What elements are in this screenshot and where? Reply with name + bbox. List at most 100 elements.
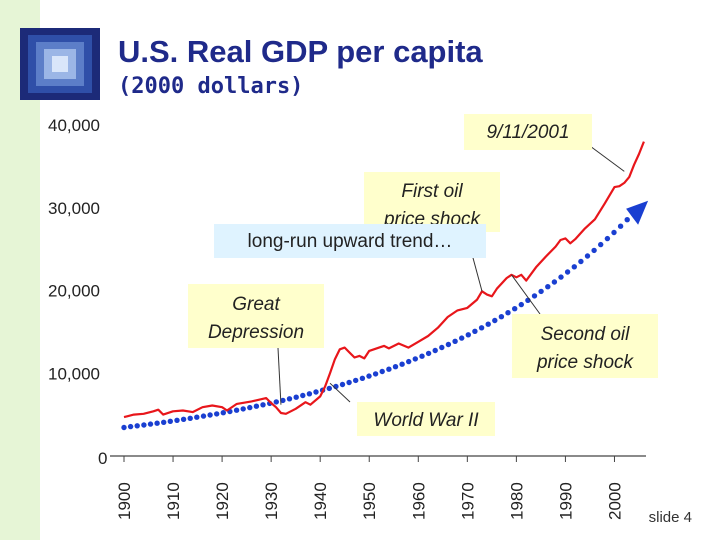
trend-point: [399, 361, 405, 367]
trend-point: [339, 381, 346, 388]
trend-point: [220, 410, 226, 416]
trend-point: [439, 344, 445, 351]
world-war-ii-leader-line: [329, 382, 351, 403]
trend-point: [346, 379, 352, 386]
second-oil-label: Second oil: [541, 324, 631, 345]
great-depression-label: Depression: [208, 322, 304, 343]
trend-point: [412, 356, 418, 362]
trend-point: [492, 317, 498, 324]
x-tick-label: 1950: [360, 482, 379, 520]
world-war-ii-label: World War II: [373, 410, 479, 431]
trend-point: [531, 293, 538, 299]
trend-point: [187, 415, 193, 421]
trend-point: [505, 310, 511, 316]
trend-point: [452, 338, 458, 344]
trend-point: [578, 258, 584, 265]
x-tick-label: 1930: [262, 482, 281, 520]
y-tick-label: 30,000: [48, 199, 100, 218]
trend-point: [564, 269, 571, 275]
trend-point: [472, 328, 478, 334]
trend-point: [617, 223, 624, 229]
trend-point: [353, 377, 359, 384]
trend-point: [498, 314, 505, 320]
great-depression-label: Great: [232, 294, 280, 315]
trend-point: [604, 235, 611, 242]
trend-point: [518, 301, 524, 308]
trend-point: [121, 424, 127, 431]
trend-point: [286, 396, 293, 402]
trend-point: [465, 332, 471, 338]
trend-point: [386, 366, 392, 372]
trend-point: [485, 321, 491, 327]
world-war-ii-callout: World War II: [329, 382, 495, 436]
trend-point: [207, 412, 213, 418]
stacked-squares-logo-icon: [20, 28, 100, 100]
trend-point: [247, 404, 253, 411]
x-tick-label: 1900: [115, 482, 134, 520]
great-depression-leader-line: [277, 347, 282, 405]
trend-point: [161, 419, 167, 425]
page-subtitle: (2000 dollars): [118, 74, 304, 99]
trend-point: [478, 325, 485, 331]
nine-eleven-callout: 9/11/2001: [464, 114, 625, 172]
x-tick-label: 2000: [605, 482, 624, 520]
x-tick-label: 1960: [409, 482, 428, 520]
trend-point: [167, 418, 173, 424]
trend-point: [233, 407, 240, 413]
trend-point: [273, 399, 279, 405]
y-tick-label: 40,000: [48, 116, 100, 135]
gdp-actual-series: [123, 141, 645, 419]
y-tick-label: 20,000: [48, 282, 100, 301]
trend-point: [571, 264, 577, 270]
second-oil-box: [512, 314, 658, 378]
trend-point: [134, 423, 140, 429]
trend-point: [598, 241, 604, 248]
trend-point: [459, 335, 465, 341]
trend-point: [591, 247, 597, 254]
slide-number: slide 4: [648, 509, 692, 526]
trend-point: [419, 353, 425, 359]
world-war-ii-box: [357, 402, 495, 436]
trend-point: [293, 394, 299, 400]
trend-point: [174, 417, 180, 423]
trend-point: [551, 279, 558, 285]
trend-point: [300, 392, 306, 399]
trend-point: [366, 373, 372, 379]
second-oil-leader-line: [511, 274, 541, 315]
x-tick-label: 1920: [213, 482, 232, 520]
x-tick-label: 1940: [311, 482, 330, 520]
trend-point: [406, 358, 412, 365]
trend-point: [280, 397, 286, 404]
second-oil-callout: Second oil price shock: [511, 274, 658, 378]
trend-arrowhead: [626, 200, 649, 225]
trend-point: [194, 414, 200, 420]
trend-point: [306, 391, 313, 397]
trend-point: [313, 389, 319, 395]
long-run-box: [214, 224, 486, 258]
trend-point: [326, 385, 332, 392]
x-tick-label: 1970: [458, 482, 477, 520]
page-title: U.S. Real GDP per capita: [118, 34, 483, 69]
trend-point: [558, 274, 564, 280]
great-depression-box: [188, 284, 324, 348]
trend-point: [127, 423, 134, 430]
trend-point: [154, 420, 160, 426]
trend-point: [147, 421, 154, 427]
trend-point: [432, 347, 438, 354]
long-run-callout: long-run upward trend…: [214, 224, 486, 258]
trend-point: [253, 403, 260, 409]
trend-point: [624, 217, 630, 223]
trend-point: [180, 416, 187, 422]
nine-eleven-label: 9/11/2001: [486, 122, 569, 143]
trend-point: [141, 422, 147, 428]
trend-point: [359, 375, 366, 381]
trend-point: [538, 288, 544, 295]
trend-point: [584, 253, 591, 259]
y-tick-label: 10,000: [48, 364, 100, 383]
trend-series: [121, 210, 637, 431]
second-oil-label: price shock: [536, 352, 635, 373]
trend-point: [200, 413, 207, 419]
first-oil-label: First oil: [401, 181, 463, 202]
